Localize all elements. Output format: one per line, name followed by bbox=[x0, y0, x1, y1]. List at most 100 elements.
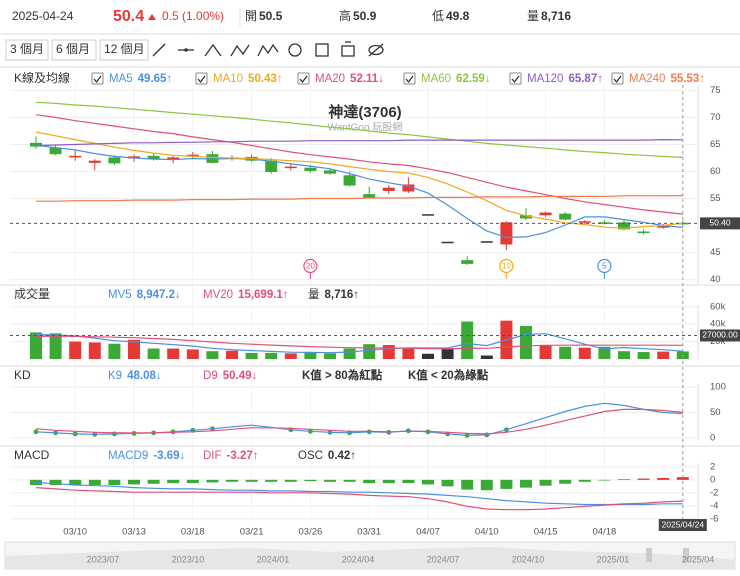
legend-name: MV5 bbox=[108, 289, 132, 301]
volume-bar bbox=[69, 341, 82, 359]
checkbox-check bbox=[405, 75, 414, 84]
range-button[interactable] bbox=[51, 39, 97, 61]
x-tick-label: 04/07 bbox=[416, 527, 440, 538]
candle-body bbox=[618, 222, 630, 230]
legend-checkbox[interactable] bbox=[611, 72, 624, 85]
series-line bbox=[36, 195, 683, 202]
volume-bar bbox=[186, 349, 199, 359]
range-label[interactable]: 12 個月 bbox=[104, 42, 145, 56]
volume-bar bbox=[441, 348, 454, 359]
volume-bar bbox=[284, 353, 297, 359]
candle-body bbox=[382, 187, 395, 191]
candle-body bbox=[69, 155, 82, 158]
candle-body bbox=[461, 260, 474, 264]
volume-bar bbox=[422, 353, 434, 359]
hline-tool[interactable] bbox=[178, 48, 194, 52]
candle-body bbox=[500, 222, 513, 245]
x-tick-label: 03/10 bbox=[63, 527, 87, 538]
legend-name: MACD9 bbox=[108, 450, 148, 462]
osc-bar bbox=[324, 479, 336, 482]
legend-name: MA60 bbox=[421, 73, 451, 85]
low-value: 49.8 bbox=[446, 9, 470, 23]
up-arrow-icon bbox=[148, 14, 156, 20]
legend-checkbox[interactable] bbox=[403, 72, 416, 85]
range-button[interactable] bbox=[99, 39, 149, 61]
marker-label: 20 bbox=[306, 262, 315, 271]
checkbox-check bbox=[197, 75, 206, 84]
y-tick-label: 20k bbox=[710, 336, 726, 347]
candle-body bbox=[559, 213, 572, 220]
legend-name: MV20 bbox=[203, 289, 233, 301]
range-button[interactable] bbox=[5, 39, 49, 61]
checkbox-check bbox=[511, 75, 520, 84]
x-tick-label: 03/13 bbox=[122, 527, 146, 538]
rect-tool[interactable] bbox=[315, 43, 329, 57]
legend-entry: OSC 0.42↑ bbox=[298, 450, 356, 462]
legend-value: 52.11↓ bbox=[350, 73, 384, 85]
y-tick-label: 100 bbox=[710, 382, 726, 393]
navigator-handle[interactable] bbox=[683, 548, 689, 562]
circle-tool[interactable] bbox=[288, 43, 302, 57]
legend-entry: MACD9 -3.69↓ bbox=[108, 450, 185, 462]
legend-value: -3.69↓ bbox=[153, 450, 185, 462]
legend-checkbox[interactable] bbox=[297, 72, 310, 85]
candle-body bbox=[108, 157, 121, 164]
x-tick-label: 04/15 bbox=[534, 527, 558, 538]
legend-checkbox[interactable] bbox=[91, 72, 104, 85]
text-tool[interactable] bbox=[341, 41, 355, 57]
osc-bar bbox=[343, 479, 356, 482]
range-label[interactable]: 3 個月 bbox=[10, 42, 44, 56]
volume-bar bbox=[226, 350, 238, 359]
volume-bar bbox=[402, 348, 415, 359]
y-tick-label: 0 bbox=[710, 474, 715, 485]
legend-value: 62.59↓ bbox=[456, 73, 491, 85]
candle-body bbox=[265, 160, 278, 173]
y-tick-label: 45 bbox=[710, 247, 721, 258]
legend-entry: K9 48.08↓ bbox=[108, 370, 162, 382]
osc-bar bbox=[402, 479, 415, 484]
legend-checkbox[interactable] bbox=[195, 72, 208, 85]
legend-checkbox[interactable] bbox=[509, 72, 522, 85]
candle-body bbox=[167, 157, 180, 160]
volume-bar bbox=[167, 348, 180, 359]
osc-bar bbox=[265, 479, 278, 482]
candle-body bbox=[30, 142, 42, 147]
series-line bbox=[35, 335, 683, 350]
legend-value: 49.65↑ bbox=[138, 73, 173, 85]
navigator-label: 2024/01 bbox=[257, 554, 290, 564]
osc-bar bbox=[128, 479, 140, 485]
osc-bar bbox=[49, 479, 62, 486]
navigator-handle[interactable] bbox=[646, 548, 652, 562]
candle-body bbox=[480, 241, 493, 243]
osc-bar bbox=[637, 478, 650, 480]
hide-tool[interactable] bbox=[368, 43, 384, 57]
panel-title: K線及均線 bbox=[14, 70, 70, 85]
legend-entry: MA120 65.87↑ bbox=[527, 73, 603, 85]
osc-bar bbox=[422, 479, 434, 485]
legend-name: OSC bbox=[298, 450, 323, 462]
osc-bar bbox=[69, 479, 82, 486]
volume-bar bbox=[559, 346, 572, 359]
angle-tool[interactable] bbox=[204, 43, 222, 57]
volume-value: 8,716 bbox=[541, 9, 571, 23]
osc-bar bbox=[363, 479, 376, 484]
range-label[interactable]: 6 個月 bbox=[56, 42, 90, 56]
legend-entry: MV5 8,947.2↓ bbox=[108, 289, 181, 301]
wave-tool[interactable] bbox=[230, 44, 250, 57]
volume-bar bbox=[88, 342, 101, 359]
crosshair-label: 27000.00 bbox=[702, 330, 738, 340]
trendline-tool[interactable] bbox=[152, 43, 166, 57]
legend-note: K值 > 80為紅點 bbox=[302, 368, 383, 382]
candle-body bbox=[147, 155, 160, 160]
panel-title: 成交量 bbox=[14, 286, 50, 301]
navigator-area bbox=[5, 547, 735, 569]
panel-title: KD bbox=[14, 368, 31, 382]
osc-bar bbox=[598, 479, 611, 481]
volume-bar bbox=[206, 351, 219, 359]
legend-value: 8,716↑ bbox=[325, 289, 360, 301]
legend-value: -3.27↑ bbox=[227, 450, 259, 462]
legend-name: 量 bbox=[308, 288, 320, 301]
pattern-tool[interactable] bbox=[257, 43, 279, 57]
legend-entry: 量 8,716↑ bbox=[308, 288, 359, 301]
crosshair-date: 2025/04/24 bbox=[662, 519, 705, 529]
